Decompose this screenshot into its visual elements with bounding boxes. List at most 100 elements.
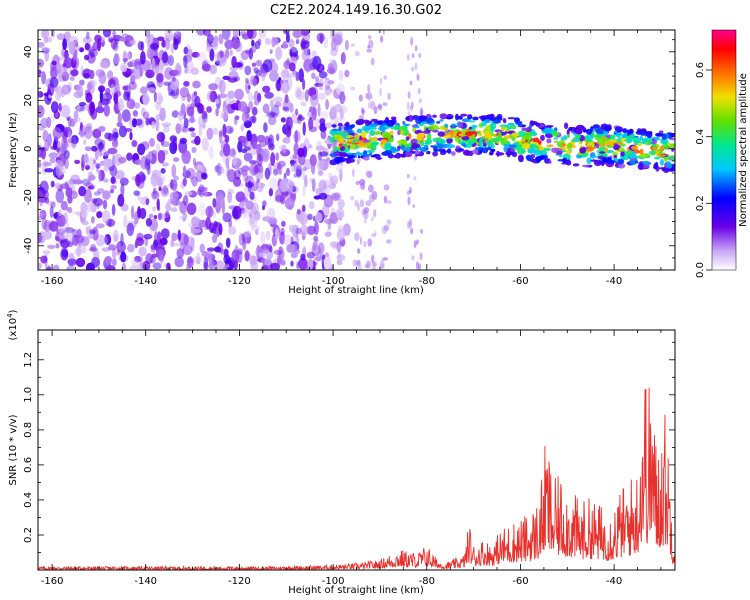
heatmap-cell <box>86 201 95 213</box>
heatmap-cell <box>418 98 422 104</box>
heatmap-cell <box>199 243 205 253</box>
heatmap-cell <box>111 138 119 148</box>
heatmap-cell <box>269 49 273 54</box>
heatmap-cell <box>251 141 257 150</box>
heatmap-cell <box>576 125 585 131</box>
heatmap-cell <box>411 255 415 261</box>
heatmap-cell <box>302 167 307 172</box>
heatmap-cell <box>526 134 533 141</box>
heatmap-cell <box>339 108 344 121</box>
heatmap-cell <box>403 144 412 149</box>
heatmap-cell <box>509 124 517 130</box>
heatmap-cell <box>425 117 434 124</box>
heatmap-cell <box>173 157 180 163</box>
heatmap-cell <box>419 107 423 116</box>
heatmap-cell <box>472 116 479 121</box>
heatmap-cell <box>228 226 237 236</box>
heatmap-cell <box>58 102 62 112</box>
heatmap-cell <box>146 47 154 60</box>
heatmap-cell <box>630 133 635 139</box>
heatmap-cell <box>126 98 136 110</box>
heatmap-cell <box>84 188 92 203</box>
heatmap-cell <box>156 174 166 186</box>
heatmap-cell <box>91 145 98 152</box>
heatmap-cell <box>318 92 326 101</box>
heatmap-cell <box>105 265 116 270</box>
heatmap-cell <box>145 198 150 206</box>
heatmap-cell <box>383 75 388 80</box>
heatmap-cell <box>306 251 315 259</box>
heatmap-cell <box>179 242 185 253</box>
heatmap-cell <box>338 151 346 157</box>
heatmap-cell <box>48 152 59 159</box>
heatmap-cell <box>289 48 293 57</box>
heatmap-cell <box>127 61 134 68</box>
heatmap-cell <box>67 206 73 214</box>
heatmap-cell <box>472 149 479 155</box>
heatmap-cell <box>409 80 413 86</box>
heatmap-cell <box>535 146 540 149</box>
heatmap-cell <box>129 131 133 141</box>
heatmap-cell <box>159 254 164 264</box>
y-tick-label: 0.2 <box>23 527 34 543</box>
heatmap-cell <box>618 158 625 165</box>
heatmap-cell <box>76 104 81 111</box>
heatmap-cell <box>267 112 278 117</box>
heatmap-cell <box>292 186 297 193</box>
heatmap-cell <box>625 152 633 155</box>
heatmap-cell <box>108 218 112 228</box>
heatmap-cell <box>367 84 371 93</box>
heatmap-cell <box>124 128 133 132</box>
heatmap-cell <box>642 160 651 166</box>
heatmap-cell <box>227 191 233 204</box>
heatmap-cell <box>258 30 267 39</box>
heatmap-cell <box>642 164 650 169</box>
snr-y-ticks: 0.2 0.4 0.6 0.8 1.0 1.2 <box>23 341 675 553</box>
heatmap-cell <box>412 127 417 132</box>
colorbar-tick-label: 0.2 <box>695 195 706 211</box>
heatmap-cell <box>316 32 325 43</box>
heatmap-cell <box>227 77 238 83</box>
snr-scale-exponent: 4 <box>6 313 14 318</box>
heatmap-cell <box>41 218 48 230</box>
heatmap-cell <box>260 265 269 270</box>
heatmap-cell <box>504 140 511 145</box>
heatmap-cell <box>52 140 58 150</box>
heatmap-cell <box>268 143 275 151</box>
heatmap-cell <box>97 38 101 52</box>
heatmap-cell <box>414 150 420 155</box>
heatmap-cell <box>90 45 95 59</box>
heatmap-cell <box>415 239 419 245</box>
heatmap-cell <box>56 60 62 70</box>
heatmap-cell <box>196 30 206 36</box>
heatmap-cell <box>373 131 382 135</box>
heatmap-cell <box>269 216 278 228</box>
heatmap-cell <box>258 182 262 187</box>
heatmap-cell <box>295 108 299 116</box>
heatmap-cell <box>38 104 45 118</box>
heatmap-cell <box>258 252 266 258</box>
heatmap-cell <box>206 106 213 113</box>
heatmap-cell <box>208 83 218 91</box>
heatmap-cell <box>231 56 237 69</box>
heatmap-cell <box>337 251 342 259</box>
heatmap-cell <box>478 116 485 119</box>
heatmap-cell <box>46 265 52 270</box>
heatmap-cell <box>149 43 159 50</box>
heatmap-cell <box>39 209 47 220</box>
heatmap-cell <box>385 142 392 148</box>
heatmap-cell <box>343 223 351 236</box>
heatmap-cell <box>634 160 639 164</box>
heatmap-cell <box>318 180 327 192</box>
heatmap-cell <box>145 30 151 39</box>
heatmap-cell <box>586 157 592 164</box>
heatmap-cell <box>411 143 420 149</box>
heatmap-cell <box>655 132 664 137</box>
heatmap-cell <box>191 146 197 154</box>
heatmap-cell <box>47 83 55 96</box>
heatmap-cell <box>386 219 392 225</box>
heatmap-cell <box>234 169 241 180</box>
heatmap-cell <box>350 195 355 201</box>
heatmap-cell <box>387 92 391 101</box>
heatmap-cell <box>328 183 337 190</box>
